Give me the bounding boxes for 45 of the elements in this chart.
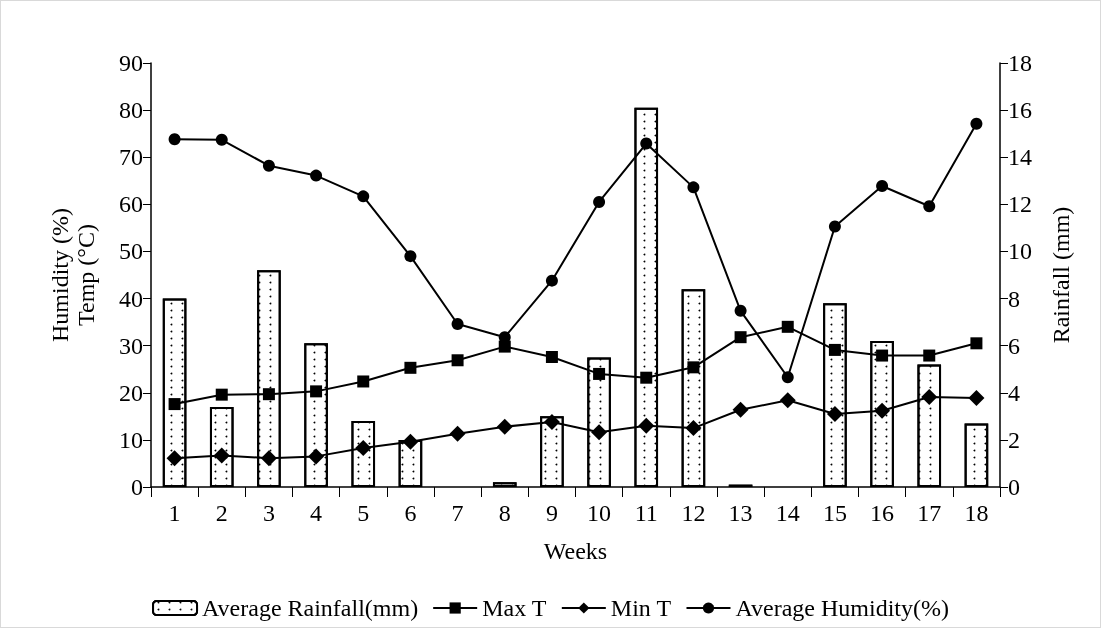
y-tick-label: 50: [119, 238, 143, 265]
y-tick-label: 40: [119, 285, 143, 312]
x-tick-label: 6: [404, 500, 417, 526]
y-tick-label: 10: [119, 426, 143, 453]
x-tick-label: 18: [964, 500, 989, 526]
x-tick-label: 7: [451, 500, 464, 526]
x-tick-label: 8: [498, 500, 511, 526]
x-tick-label: 2: [215, 500, 228, 526]
y2-tick-label: 12: [1008, 191, 1032, 218]
y-tick-label: 0: [131, 474, 143, 500]
x-tick-label: 11: [634, 500, 658, 526]
y2-tick-label: 8: [1008, 285, 1020, 312]
legend-label: Max T: [482, 595, 547, 621]
y2-tick-label: 16: [1008, 97, 1032, 124]
x-axis-title: Weeks: [543, 538, 608, 564]
y-axis-title: Humidity (%) Temp (°C): [47, 208, 99, 342]
y2-tick-label: 2: [1008, 426, 1020, 453]
y-tick-label: 70: [119, 144, 143, 171]
y-tick-label: 90: [119, 50, 143, 76]
y2-tick-label: 18: [1008, 50, 1032, 76]
x-tick-label: 10: [587, 500, 612, 526]
x-tick-label: 17: [917, 500, 942, 526]
y2-tick-label: 14: [1008, 144, 1032, 171]
legend-label: Min T: [610, 595, 672, 621]
x-tick-label: 5: [357, 500, 370, 526]
legend-label: Average Rainfall(mm): [202, 595, 419, 621]
x-tick-label: 15: [822, 500, 847, 526]
x-tick-label: 14: [775, 500, 800, 526]
y2-tick-label: 6: [1008, 332, 1020, 359]
y-tick-label: 60: [119, 191, 143, 218]
y-tick-label: 80: [119, 97, 143, 124]
y2-tick-label: 0: [1008, 474, 1020, 500]
x-tick-label: 4: [310, 500, 323, 526]
y2-tick-label: 10: [1008, 238, 1032, 265]
y-tick-label: 30: [119, 332, 143, 359]
x-tick-label: 9: [545, 500, 558, 526]
y2-axis-title: Rainfall (mm): [1048, 206, 1074, 344]
x-tick-label: 13: [728, 500, 753, 526]
x-tick-label: 16: [870, 500, 895, 526]
legend-label: Average Humidity(%): [735, 595, 949, 621]
y-tick-label: 20: [119, 379, 143, 406]
x-tick-label: 3: [262, 500, 275, 526]
x-tick-label: 1: [168, 500, 181, 526]
x-tick-label: 12: [681, 500, 706, 526]
y2-tick-label: 4: [1008, 379, 1020, 406]
